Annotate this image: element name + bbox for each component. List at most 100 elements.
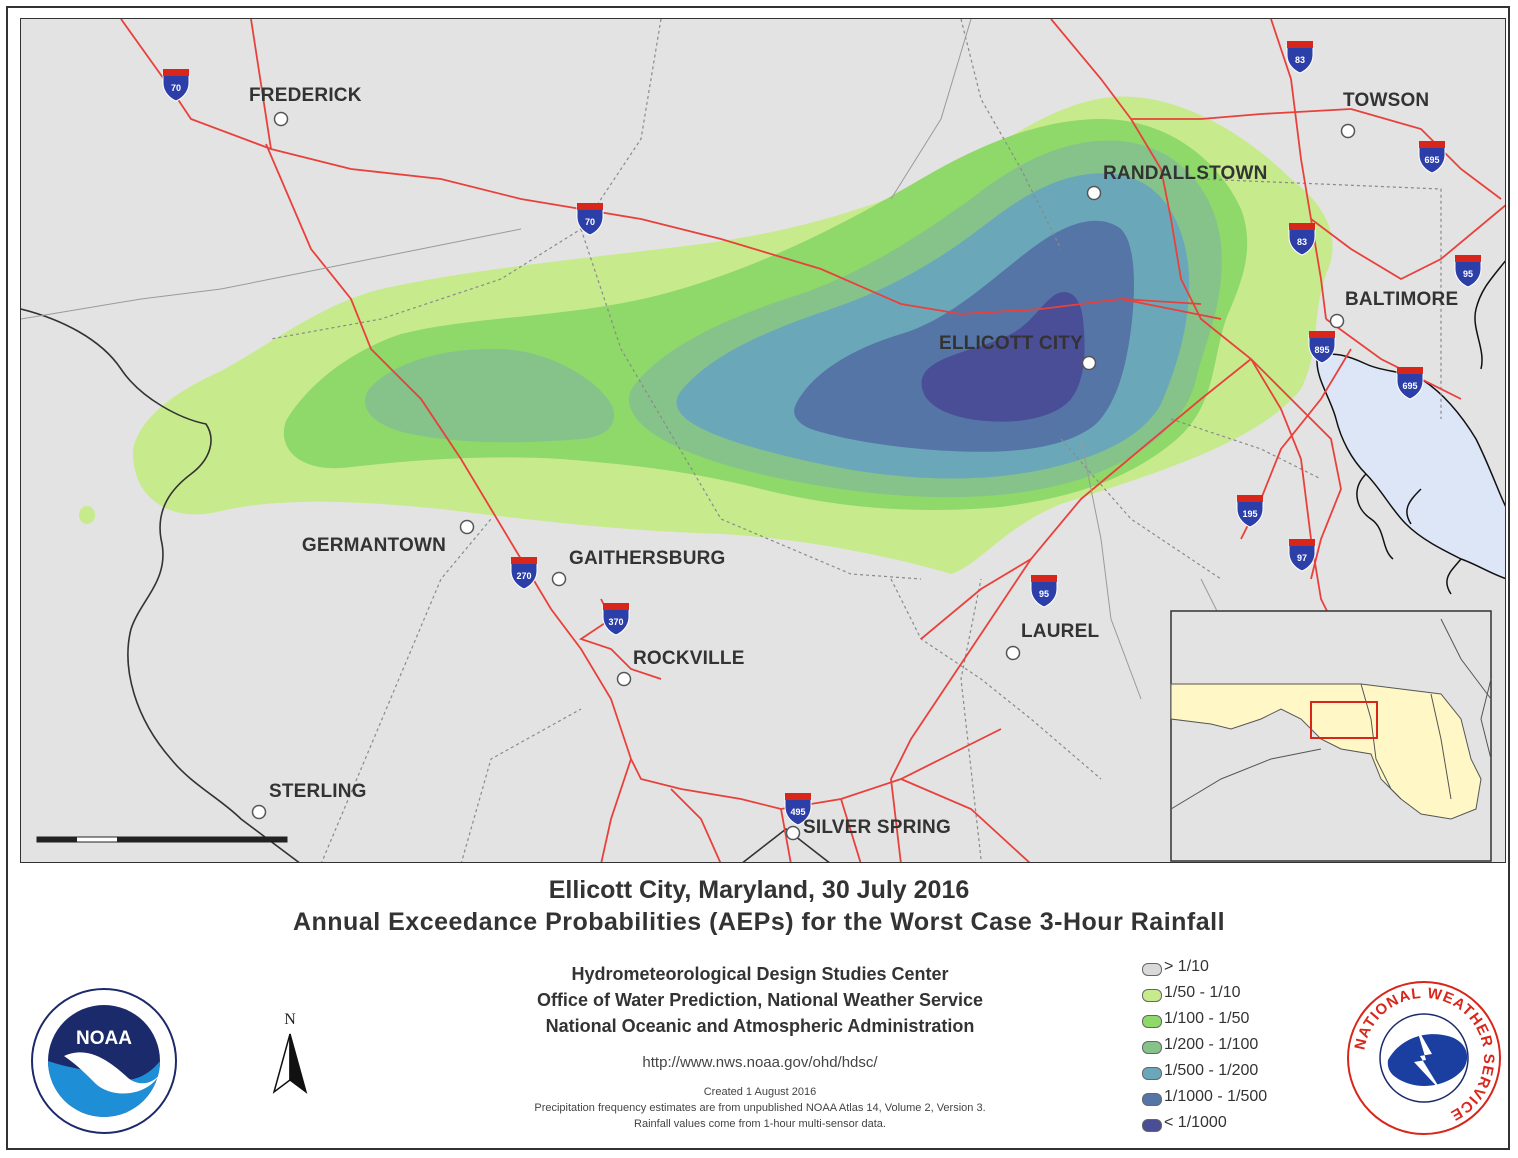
legend-swatch: [1142, 1119, 1162, 1132]
interstate-number: 195: [1242, 509, 1257, 519]
legend-label: 1/100 - 1/50: [1164, 1010, 1250, 1027]
city-marker-rockville: [616, 671, 632, 687]
interstate-number: 97: [1297, 553, 1307, 563]
city-label-baltimore: BALTIMORE: [1345, 289, 1458, 310]
scale-bar: [36, 836, 288, 843]
aep-zone-1-200-west: [365, 348, 615, 443]
legend-label: 1/200 - 1/100: [1164, 1036, 1259, 1053]
interstate-number: 695: [1402, 381, 1417, 391]
aep-zone-1-50-small: [79, 506, 95, 524]
interstate-shield-icon: 895: [1308, 331, 1336, 364]
noaa-logo: NOAA: [31, 988, 177, 1134]
legend-item: > 1/10: [1140, 958, 1310, 984]
city-marker-silver-spring: [785, 825, 801, 841]
interstate-number: 495: [790, 807, 805, 817]
interstate-number: 95: [1039, 589, 1049, 599]
interstate-shield-icon: 695: [1418, 141, 1446, 174]
legend-label: < 1/1000: [1164, 1114, 1227, 1131]
city-label-laurel: LAUREL: [1021, 621, 1099, 642]
interstate-shield-icon: 83: [1286, 41, 1314, 74]
legend-swatch: [1142, 1093, 1162, 1106]
interstate-number: 270: [516, 571, 531, 581]
north-label: N: [284, 1011, 296, 1028]
interstate-number: 695: [1424, 155, 1439, 165]
city-label-ellicott-city: ELLICOTT CITY: [939, 333, 1083, 354]
legend-item: 1/1000 - 1/500: [1140, 1088, 1310, 1114]
interstate-shields: 70 70 83 695 83 95 895 695 195 97 270 370 95 495: [162, 41, 1482, 826]
legend-item: 1/100 - 1/50: [1140, 1010, 1310, 1036]
city-label-frederick: FREDERICK: [249, 85, 362, 106]
city-marker-ellicott-city: [1081, 355, 1097, 371]
interstate-number: 370: [608, 617, 623, 627]
interstate-shield-icon: 83: [1288, 223, 1316, 256]
interstate-shield-icon: 95: [1030, 575, 1058, 608]
interstate-number: 95: [1463, 269, 1473, 279]
city-marker-randallstown: [1086, 185, 1102, 201]
svg-text:NOAA: NOAA: [76, 1028, 132, 1049]
interstate-number: 70: [585, 217, 595, 227]
legend-swatch: [1142, 989, 1162, 1002]
inset-map: [1170, 610, 1492, 862]
map-subtitle: Annual Exceedance Probabilities (AEPs) f…: [292, 908, 1226, 936]
city-label-germantown: GERMANTOWN: [302, 535, 446, 556]
interstate-shield-icon: 270: [510, 557, 538, 590]
legend-swatch: [1142, 1015, 1162, 1028]
legend-item: 1/50 - 1/10: [1140, 984, 1310, 1010]
credit-line-2: Office of Water Prediction, National Wea…: [536, 990, 984, 1010]
city-label-sterling: STERLING: [269, 781, 367, 802]
legend-item: 1/500 - 1/200: [1140, 1062, 1310, 1088]
interstate-shield-icon: 70: [162, 69, 190, 102]
city-markers: FREDERICK TOWSON RANDALLSTOWN BALTIMORE ELLI…: [249, 85, 1458, 841]
city-marker-germantown: [459, 519, 475, 535]
interstate-shield-icon: 370: [602, 603, 630, 636]
city-marker-towson: [1340, 123, 1356, 139]
interstate-number: 83: [1295, 55, 1305, 65]
interstate-shield-icon: 95: [1454, 255, 1482, 288]
city-label-randallstown: RANDALLSTOWN: [1103, 163, 1268, 184]
map-canvas: 70 70 83 695 83 95 895 695 195 97 270 370 95 495 FRED…: [21, 19, 1505, 862]
city-marker-gaithersburg: [551, 571, 567, 587]
note-line-2: Rainfall values come from 1-hour multi-s…: [634, 1118, 886, 1130]
interstate-number: 83: [1297, 237, 1307, 247]
interstate-number: 895: [1314, 345, 1329, 355]
credit-line-1: Hydrometeorological Design Studies Cente…: [571, 964, 949, 984]
aep-zone-lt-1-1000: [921, 291, 1085, 422]
note-line-1: Precipitation frequency estimates are fr…: [534, 1102, 986, 1114]
shoreline: [1356, 260, 1505, 595]
road-network-gray: [21, 19, 1282, 740]
legend-label: 1/50 - 1/10: [1164, 984, 1241, 1001]
potomac-boundary: [21, 308, 300, 862]
map-panel: 70 70 83 695 83 95 895 695 195 97 270 370 95 495 FRED…: [20, 18, 1506, 863]
city-label-gaithersburg: GAITHERSBURG: [569, 548, 726, 569]
interstate-shield-icon: 97: [1288, 539, 1316, 572]
figure-frame: [6, 6, 1510, 1150]
north-arrow-icon: N: [272, 1011, 308, 1094]
dc-boundary: [742, 827, 830, 862]
legend-label: > 1/10: [1164, 958, 1209, 975]
city-marker-sterling: [251, 804, 267, 820]
interstate-shield-icon: 695: [1396, 367, 1424, 400]
map-title: Ellicott City, Maryland, 30 July 2016: [548, 876, 970, 904]
city-label-towson: TOWSON: [1343, 90, 1429, 111]
interstate-number: 70: [171, 83, 181, 93]
interstate-shield-icon: 70: [576, 203, 604, 236]
credit-line-3: National Oceanic and Atmospheric Adminis…: [545, 1016, 975, 1036]
city-label-rockville: ROCKVILLE: [633, 648, 745, 669]
legend-item: 1/200 - 1/100: [1140, 1036, 1310, 1062]
nws-logo: NATIONAL WEATHER SERVICE: [1347, 981, 1501, 1135]
city-marker-frederick: [273, 111, 289, 127]
legend-item: < 1/1000: [1140, 1114, 1310, 1140]
legend: > 1/10 1/50 - 1/10 1/100 - 1/50 1/200 - 1/1…: [1140, 958, 1310, 1140]
legend-swatch: [1142, 1067, 1162, 1080]
interstate-shield-icon: 495: [784, 793, 812, 826]
county-boundaries: [270, 19, 1442, 862]
legend-label: 1/500 - 1/200: [1164, 1062, 1259, 1079]
city-label-silver-spring: SILVER SPRING: [803, 817, 951, 838]
city-marker-baltimore: [1329, 313, 1345, 329]
legend-swatch: [1142, 963, 1162, 976]
city-marker-laurel: [1005, 645, 1021, 661]
legend-label: 1/1000 - 1/500: [1164, 1088, 1268, 1105]
legend-swatch: [1142, 1041, 1162, 1054]
hdsc-url: http://www.nws.noaa.gov/ohd/hdsc/: [642, 1054, 878, 1071]
interstate-shield-icon: 195: [1236, 495, 1264, 528]
